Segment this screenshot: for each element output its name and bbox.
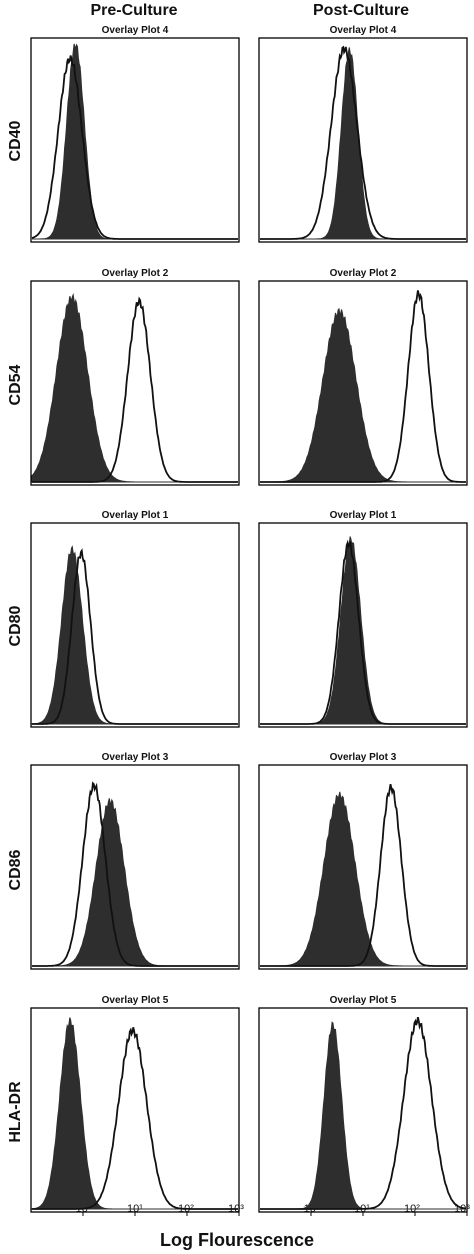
panels: Overlay Plot 4 Overlay Plot 4 Overlay Plot…	[30, 25, 468, 1216]
panel-title: Overlay Plot 3	[330, 752, 397, 763]
outline-histogram	[260, 290, 466, 483]
outline-histogram	[32, 1027, 238, 1210]
panel-title: Overlay Plot 4	[102, 25, 169, 36]
x-axis-label: Log Flourescence	[160, 1230, 314, 1250]
plot-frame	[30, 522, 240, 728]
outline-histogram	[31, 55, 238, 240]
histogram-panel: Overlay Plot 5	[30, 995, 240, 1216]
filled-histogram	[260, 791, 466, 967]
plot-frame	[258, 764, 468, 970]
histogram-panel: Overlay Plot 3	[258, 752, 468, 970]
plot-frame	[258, 1007, 468, 1213]
plot-frame	[30, 764, 240, 970]
histogram-panel: Overlay Plot 3	[30, 752, 240, 970]
filled-histogram	[260, 536, 466, 725]
plot-frame	[30, 37, 240, 243]
histogram-panel: Overlay Plot 5	[258, 995, 468, 1216]
outline-histogram	[260, 539, 466, 725]
histogram-panel: Overlay Plot 1	[258, 510, 468, 728]
row-label-cd40: CD40	[7, 120, 24, 161]
filled-histogram	[31, 1017, 238, 1210]
row-label-hla-dr: HLA-DR	[7, 1081, 24, 1143]
plot-frame	[30, 280, 240, 486]
panel-title: Overlay Plot 4	[330, 25, 397, 36]
panel-title: Overlay Plot 2	[102, 268, 169, 279]
panel-title: Overlay Plot 2	[330, 268, 397, 279]
column-header-post: Post-Culture	[313, 2, 409, 19]
filled-histogram	[31, 292, 238, 483]
row-label-cd86: CD86	[7, 849, 24, 890]
histogram-panel: Overlay Plot 4	[30, 25, 240, 243]
outline-histogram	[32, 296, 238, 483]
histogram-panel: Overlay Plot 2	[30, 268, 240, 486]
histogram-panel: Overlay Plot 2	[258, 268, 468, 486]
filled-histogram	[260, 307, 466, 483]
histogram-panel: Overlay Plot 1	[30, 510, 240, 728]
row-label-cd54: CD54	[7, 364, 24, 405]
filled-histogram	[32, 43, 238, 240]
outline-histogram	[260, 45, 466, 240]
panel-title: Overlay Plot 1	[102, 510, 169, 521]
outline-histogram	[260, 1017, 467, 1210]
histogram-panel: Overlay Plot 4	[258, 25, 468, 243]
outline-histogram	[260, 784, 466, 967]
panel-title: Overlay Plot 1	[330, 510, 397, 521]
panel-title: Overlay Plot 5	[330, 995, 397, 1006]
outline-histogram	[32, 781, 238, 967]
filled-histogram	[32, 798, 238, 967]
row-label-cd80: CD80	[7, 605, 24, 646]
plot-frame	[258, 37, 468, 243]
filled-histogram	[260, 47, 466, 240]
panel-title: Overlay Plot 3	[102, 752, 169, 763]
panel-title: Overlay Plot 5	[102, 995, 169, 1006]
column-header-pre: Pre-Culture	[90, 2, 177, 19]
plot-frame	[258, 280, 468, 486]
outline-histogram	[32, 548, 238, 725]
plot-frame	[258, 522, 468, 728]
